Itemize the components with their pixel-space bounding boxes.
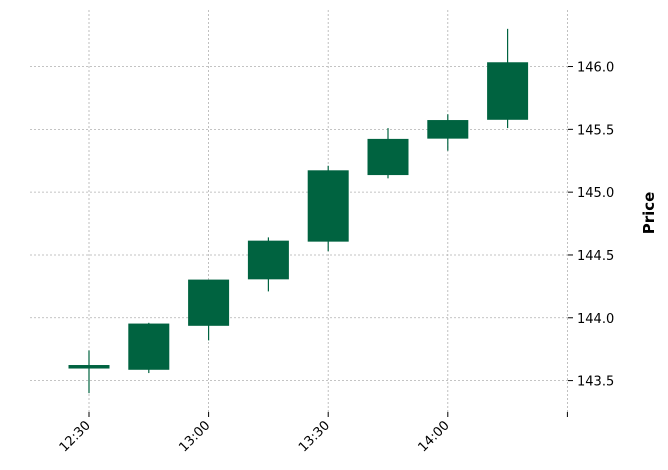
candle-body <box>367 138 409 176</box>
x-tick-label: 13:00 <box>176 418 213 455</box>
candle-1330 <box>307 165 349 252</box>
candle-body <box>128 323 170 370</box>
x-tick-label: 13:30 <box>296 418 333 455</box>
y-axis-label: Price <box>640 192 658 235</box>
x-tick-label: 14:00 <box>416 418 453 455</box>
y-tick-label: 144.5 <box>577 249 614 264</box>
y-axis: 143.5 144.0 144.5 145.0 145.5 146.0 <box>568 61 614 390</box>
candle-1245 <box>128 322 170 374</box>
y-tick-label: 144.0 <box>577 312 614 327</box>
candle-1400 <box>427 114 469 151</box>
candle-1300 <box>188 279 230 341</box>
x-tick-label: 12:30 <box>57 418 94 455</box>
candle-1415 <box>487 28 529 129</box>
x-axis: 12:30 13:00 13:30 14:00 <box>57 412 568 455</box>
y-tick-label: 143.5 <box>577 375 614 390</box>
candle-body <box>487 62 529 120</box>
candle-body <box>188 279 230 326</box>
candle-body <box>68 365 110 369</box>
grid-layer <box>30 10 568 412</box>
candle-1345 <box>367 128 409 179</box>
candle-1315 <box>247 237 289 292</box>
y-tick-label: 145.5 <box>577 123 614 138</box>
candle-1230 <box>68 350 110 394</box>
candle-body <box>427 120 469 139</box>
candle-body <box>307 170 349 242</box>
y-tick-label: 146.0 <box>577 61 614 76</box>
candle-layer <box>68 28 529 394</box>
candle-body <box>247 240 289 280</box>
y-tick-label: 145.0 <box>577 186 614 201</box>
